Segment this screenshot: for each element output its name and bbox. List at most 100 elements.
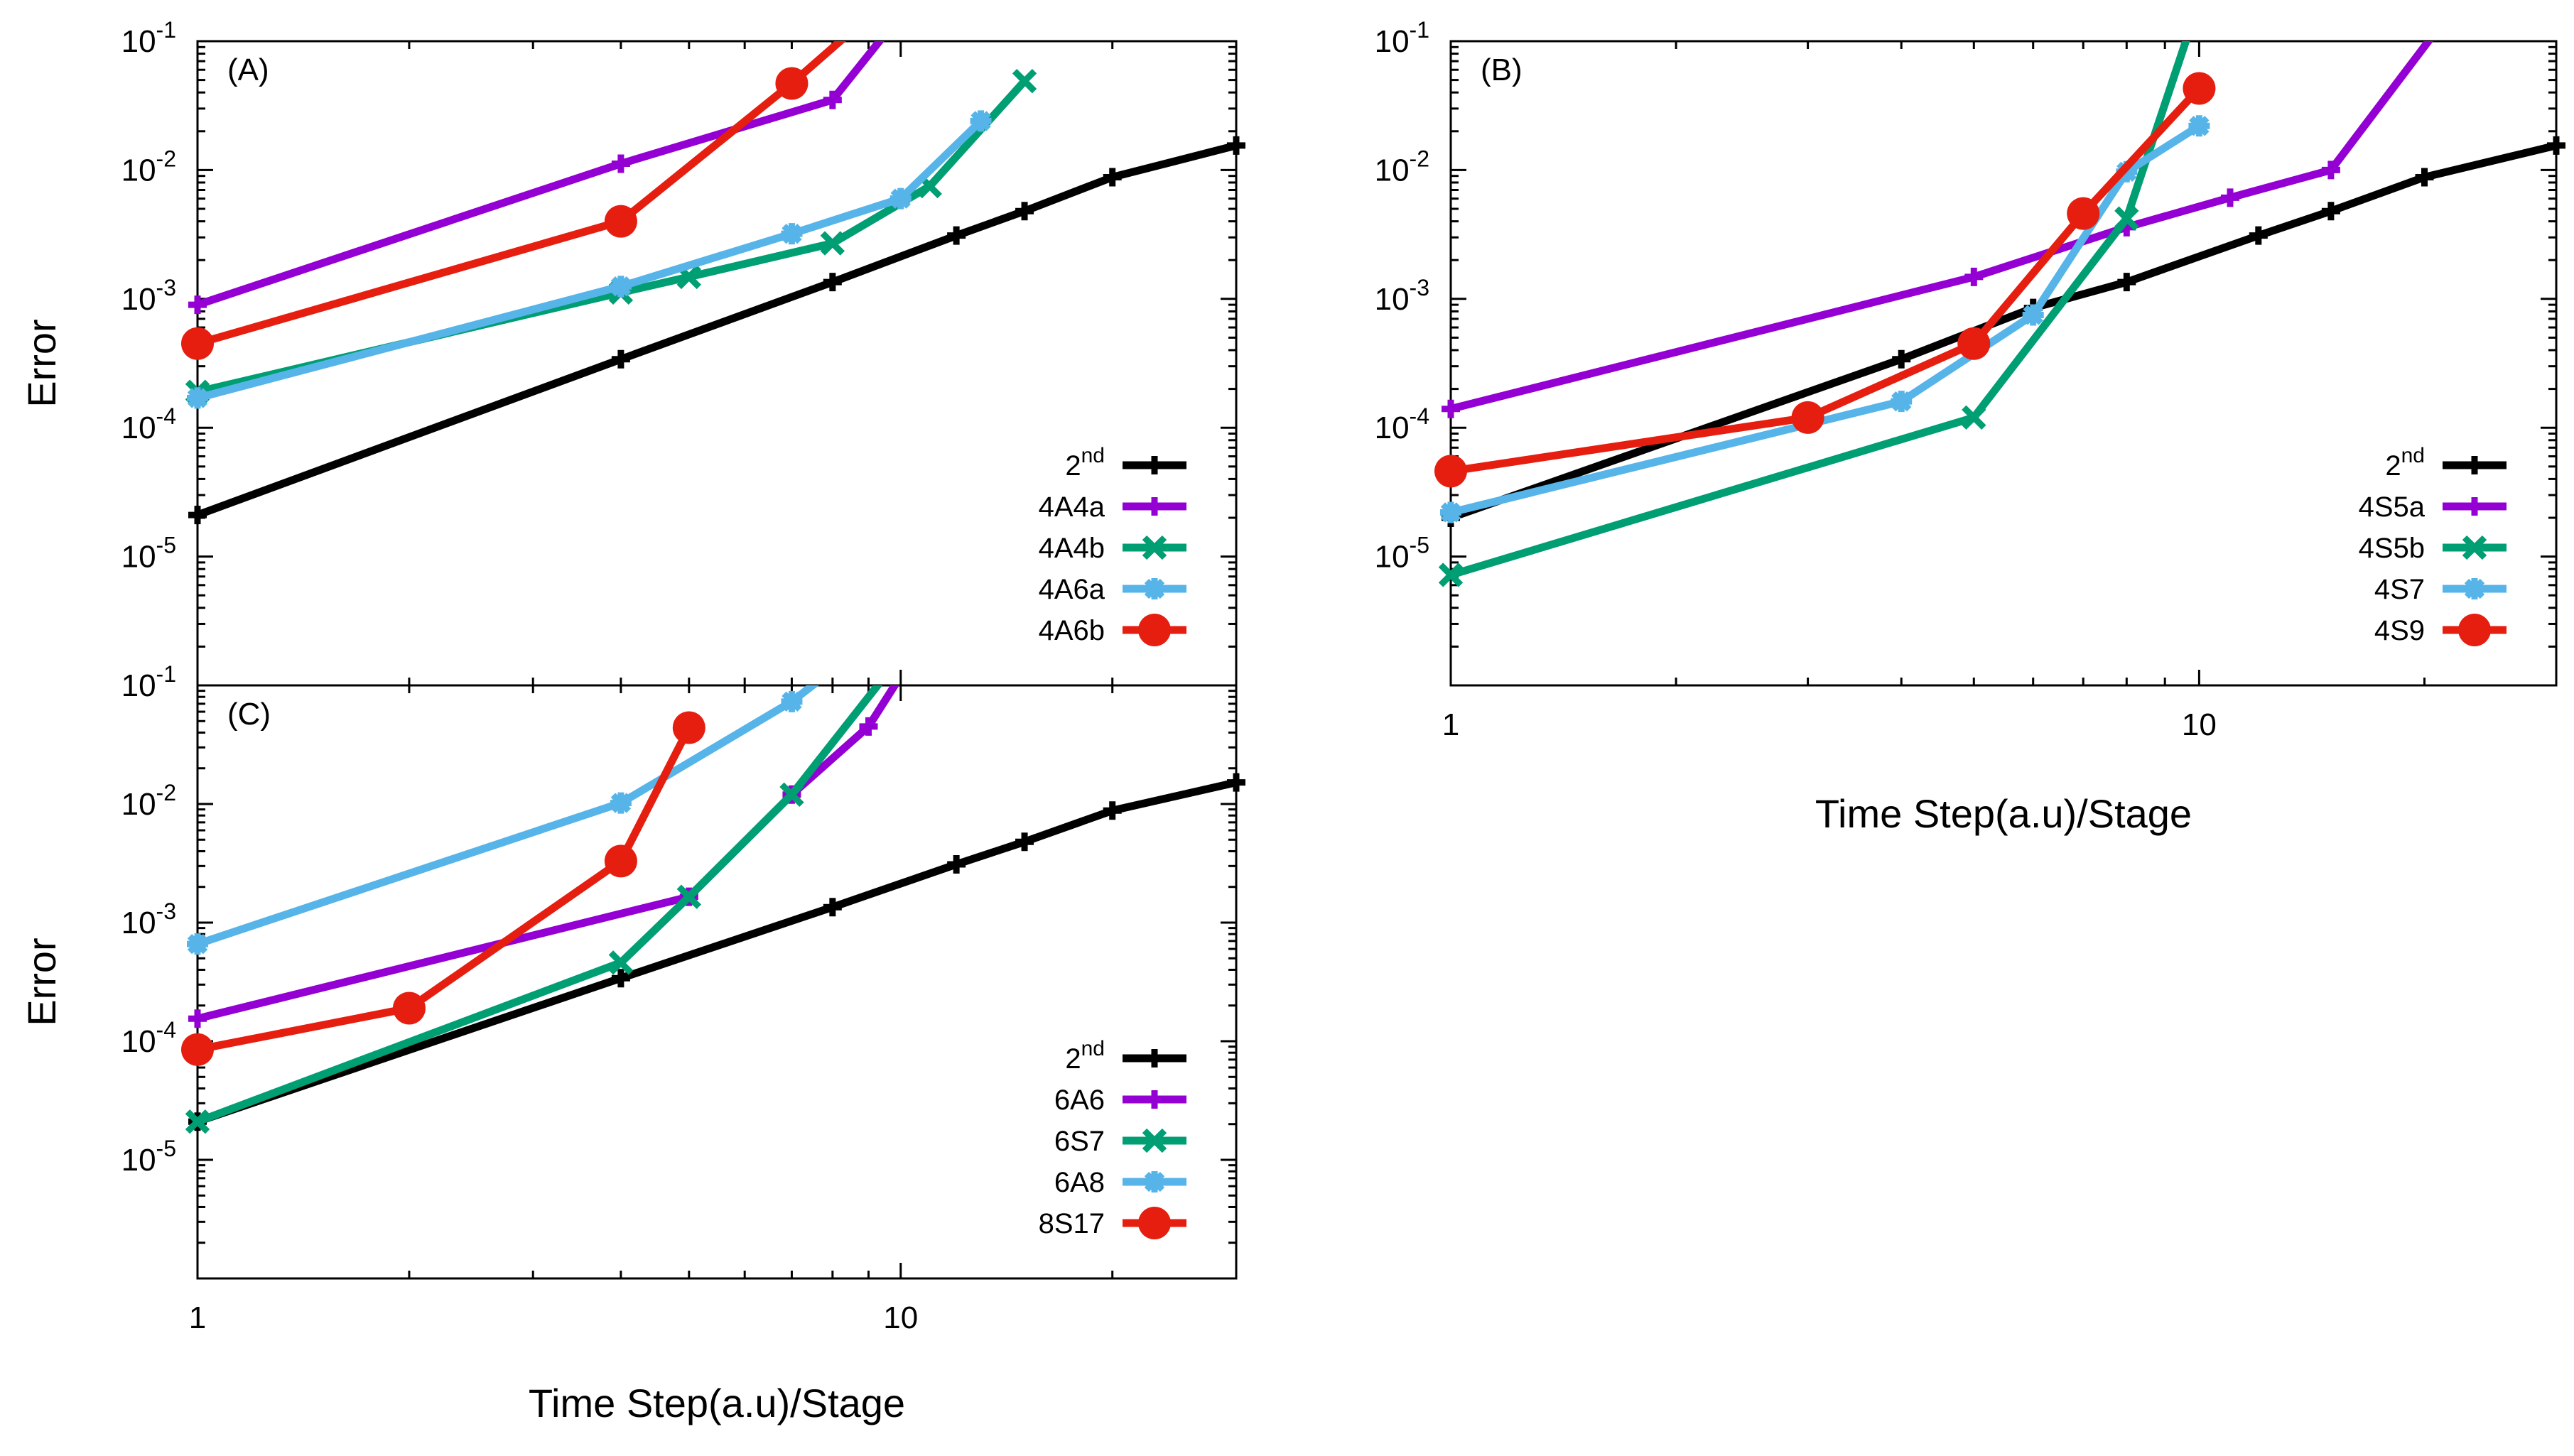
y-tick-label: 10-2 — [121, 146, 176, 188]
series-line — [1451, 85, 2202, 475]
data-point — [1957, 327, 1991, 360]
data-point — [2249, 226, 2268, 245]
data-point — [1012, 69, 1037, 94]
data-point — [775, 67, 809, 100]
legend-marker — [2465, 497, 2484, 516]
data-point — [2547, 136, 2565, 155]
panel-label: (A) — [227, 53, 269, 87]
legend-marker — [1138, 1207, 1171, 1239]
y-tick-label: 10-4 — [121, 403, 176, 445]
series-6a8 — [187, 685, 819, 955]
series-4s9 — [1434, 72, 2216, 488]
legend-label: 4S9 — [2374, 615, 2425, 646]
data-point — [604, 205, 637, 238]
legend-label: 8S17 — [1039, 1208, 1105, 1239]
data-point — [611, 349, 630, 369]
series-line — [198, 685, 899, 1023]
series-line — [198, 685, 883, 1126]
x-axis-label: Time Step(a.u)/Stage — [529, 1381, 905, 1425]
legend-marker — [1145, 497, 1164, 516]
data-point — [1964, 267, 1984, 286]
data-point — [1103, 168, 1122, 187]
data-point — [1791, 401, 1824, 434]
series-4s5a — [1442, 41, 2434, 418]
data-point — [1442, 399, 1460, 418]
legend-label: 4A4a — [1039, 491, 1105, 523]
data-point — [947, 226, 966, 245]
x-tick-label: 1 — [1442, 707, 1459, 742]
y-tick-label: 10-1 — [1375, 17, 1429, 59]
data-point — [187, 387, 208, 409]
legend-marker — [2464, 578, 2485, 599]
panel-label: (B) — [1481, 53, 1523, 87]
data-point — [823, 90, 842, 109]
plot-frame — [196, 684, 1238, 1280]
series-2nd — [188, 136, 1245, 525]
series-line — [198, 118, 984, 402]
series-line — [198, 41, 885, 309]
legend-label: 6A6 — [1054, 1085, 1105, 1116]
legend-marker — [1138, 614, 1171, 646]
data-point — [2114, 206, 2139, 231]
x-tick-label: 10 — [883, 1300, 918, 1335]
legend-marker — [1145, 1049, 1164, 1067]
data-point — [1962, 405, 1986, 430]
legend-marker — [1145, 1090, 1164, 1109]
data-point — [1438, 563, 1464, 587]
y-axis-label: Error — [19, 938, 64, 1026]
x-tick-label: 1 — [189, 1300, 206, 1335]
legend-label: 2nd — [1065, 1037, 1105, 1075]
legend-label: 4A6b — [1039, 615, 1105, 646]
legend-marker — [2465, 456, 2484, 474]
y-tick-label: 10-4 — [1375, 403, 1429, 445]
data-point — [1227, 773, 1245, 792]
series-4a6b — [181, 41, 846, 360]
y-axis-label: Error — [19, 319, 64, 407]
legend-marker — [1145, 456, 1164, 474]
legend-label: 2nd — [2385, 444, 2425, 482]
data-point — [610, 276, 632, 298]
legend-label: 4S7 — [2374, 574, 2425, 605]
legend-marker — [2462, 535, 2487, 560]
x-axis-label: Time Step(a.u)/Stage — [1815, 791, 2192, 836]
data-point — [392, 992, 426, 1025]
legend-marker — [1142, 535, 1167, 560]
data-point — [1892, 349, 1911, 369]
data-point — [185, 1109, 210, 1134]
data-point — [1015, 202, 1034, 221]
series-4a4a — [188, 41, 885, 315]
data-point — [181, 327, 214, 360]
series-2nd — [188, 773, 1245, 1131]
plot-frame — [1449, 40, 2558, 687]
y-tick-label: 10-5 — [121, 533, 176, 575]
data-point — [781, 223, 803, 245]
y-tick-label: 10-2 — [1375, 146, 1429, 188]
data-point — [610, 792, 632, 814]
legend-label: 4S5b — [2359, 533, 2425, 564]
data-point — [2117, 273, 2136, 292]
data-point — [970, 110, 992, 132]
data-point — [188, 295, 207, 315]
data-point — [188, 1009, 207, 1028]
data-point — [604, 844, 637, 878]
panel-c: 10-1 10-2 10-3 10-4 10-5 1 10 Error Time Step(a.… — [19, 661, 1245, 1425]
data-point — [2188, 115, 2210, 137]
data-point — [181, 1033, 214, 1066]
legend-marker — [1144, 1171, 1165, 1192]
legend-marker — [2458, 614, 2491, 646]
series-line — [198, 78, 1028, 396]
data-point — [1434, 455, 1467, 488]
y-tick-label: 10-3 — [121, 898, 176, 940]
data-point — [676, 884, 701, 909]
data-point — [608, 950, 634, 975]
data-point — [823, 898, 842, 917]
data-point — [2415, 168, 2434, 187]
y-tick-label: 10-5 — [1375, 533, 1429, 575]
series-line — [1451, 41, 2434, 413]
data-point — [2321, 202, 2340, 221]
data-point — [947, 854, 966, 874]
data-point — [779, 782, 804, 807]
y-tick-label: 10-1 — [121, 661, 176, 703]
legend-marker — [1144, 578, 1165, 599]
series-line — [1451, 141, 2556, 522]
